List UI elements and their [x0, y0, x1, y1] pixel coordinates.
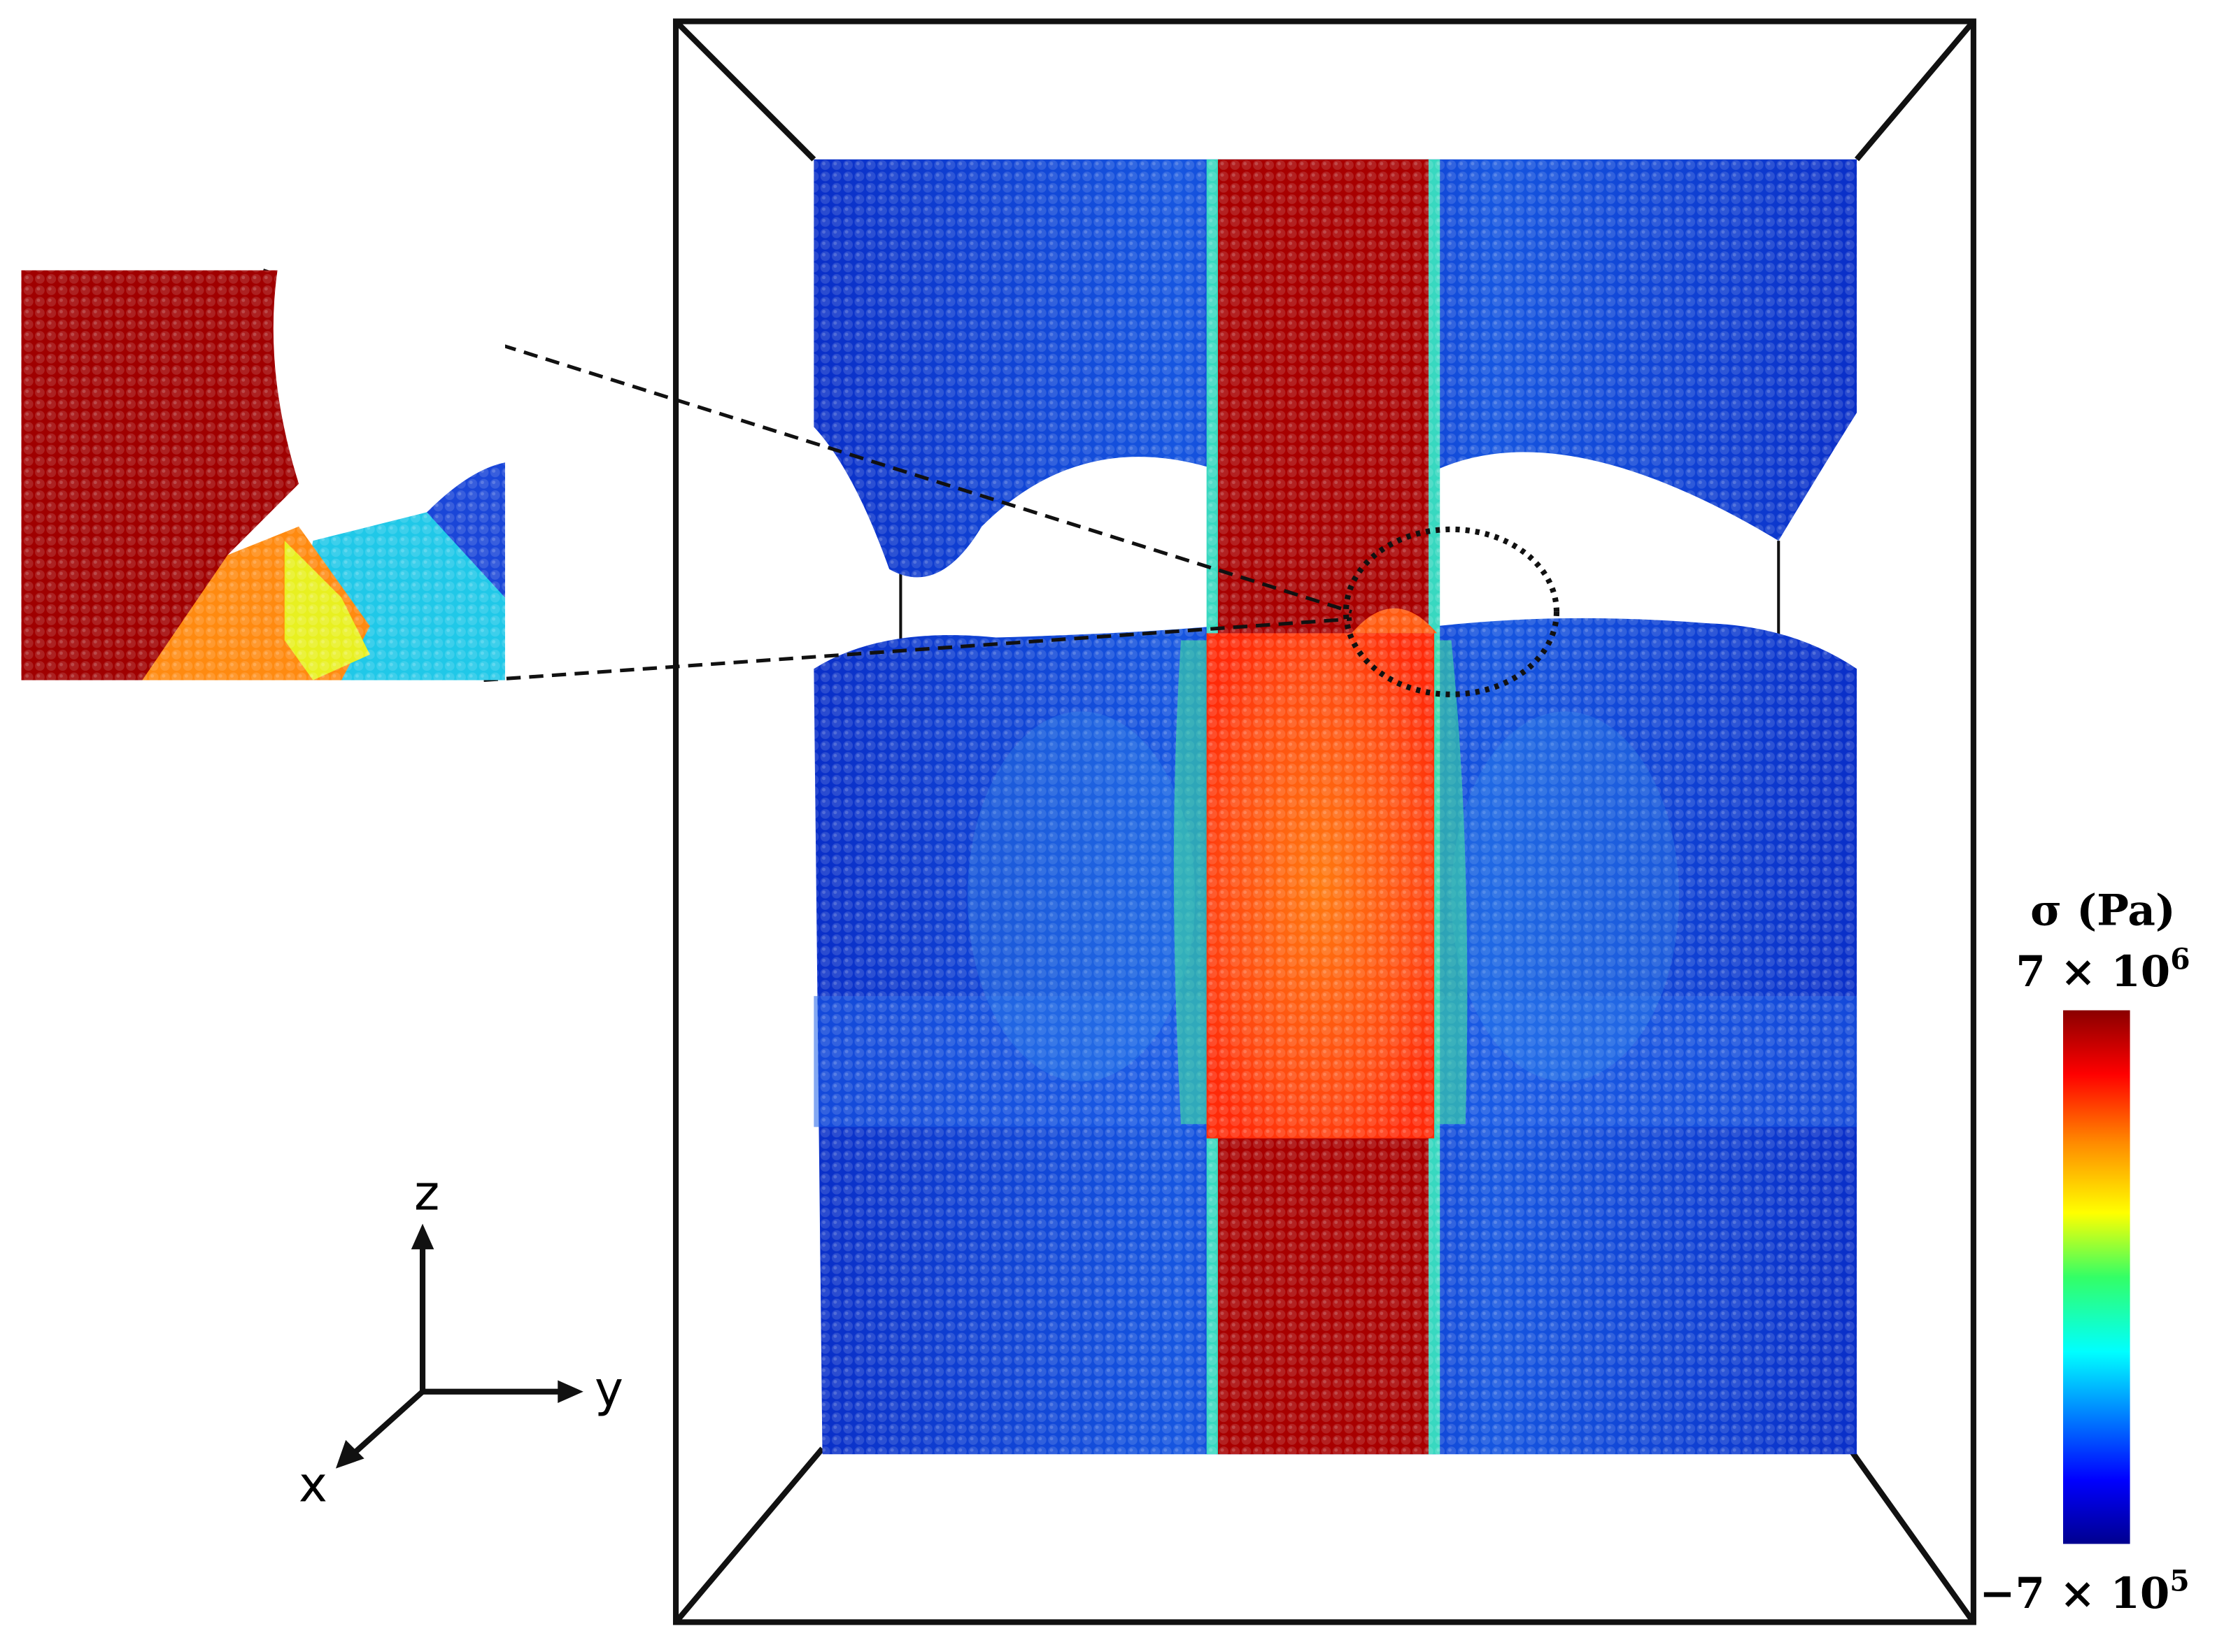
- axis-label: x: [299, 1457, 327, 1513]
- colorbar: [2063, 1010, 2130, 1544]
- axis-triad: [335, 1223, 583, 1469]
- simulation-box: [672, 18, 1976, 1625]
- colorbar-min: −7 × 105: [1979, 1565, 2189, 1618]
- axis-label: y: [595, 1362, 623, 1418]
- colorbar-title: σ (Pa): [2030, 885, 2176, 935]
- colorbar-max: 7 × 106: [2016, 942, 2190, 996]
- inset: [21, 270, 505, 681]
- mantissa: −7 × 10: [1979, 1569, 2169, 1618]
- mantissa: 7 × 10: [2016, 947, 2170, 997]
- exponent: 5: [2169, 1565, 2189, 1598]
- axis-label: z: [414, 1165, 439, 1221]
- particles: [814, 159, 1857, 1455]
- exponent: 6: [2170, 942, 2190, 976]
